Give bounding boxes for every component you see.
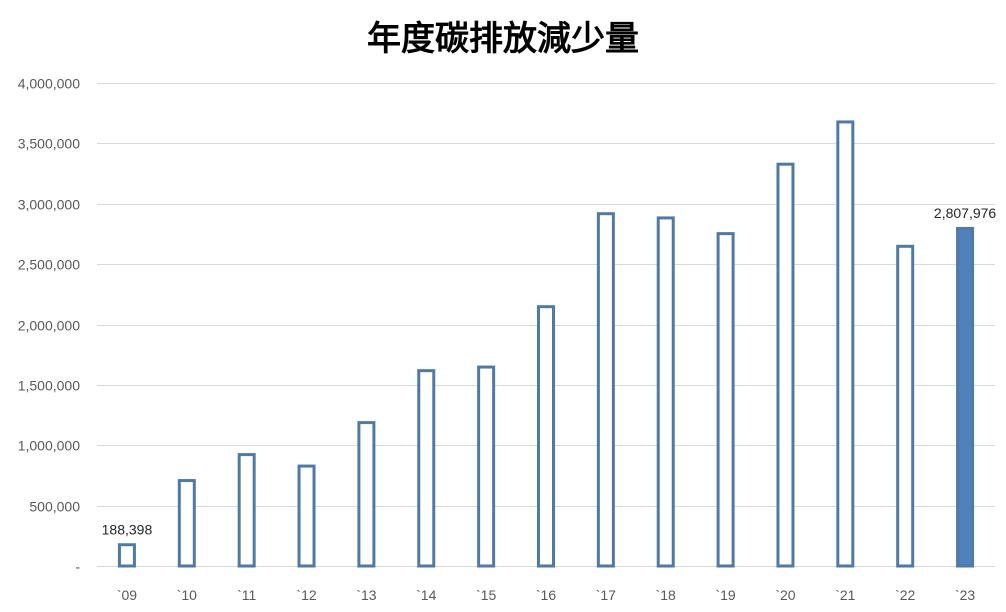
x-tick-label: `17 [596, 587, 616, 603]
bar [297, 464, 316, 568]
data-labels: 188,398 2,807,976 [102, 205, 997, 537]
y-axis-ticks: - 500,000 1,000,000 1,500,000 2,000,000 2,500… [18, 76, 81, 575]
bar [776, 162, 795, 568]
bar [836, 120, 855, 568]
bar [596, 212, 615, 568]
x-tick-label: `19 [715, 587, 735, 603]
y-tick-label: 2,500,000 [18, 257, 80, 273]
bar [896, 244, 915, 568]
bar [477, 365, 496, 568]
y-tick-label: 1,500,000 [18, 378, 80, 394]
y-tick-label: 1,000,000 [18, 438, 80, 454]
y-tick-label: - [75, 559, 80, 575]
chart-title: 年度碳排放減少量 [367, 19, 639, 59]
x-tick-label: `15 [476, 587, 496, 603]
bar [537, 305, 555, 568]
x-tick-label: `14 [416, 587, 436, 603]
x-tick-label: `13 [356, 587, 376, 603]
x-tick-label: `18 [656, 587, 676, 603]
x-tick-label: `11 [237, 587, 256, 603]
bar [357, 421, 376, 568]
x-tick-label: `10 [177, 587, 197, 603]
y-tick-label: 4,000,000 [18, 76, 80, 92]
data-label: 188,398 [102, 521, 153, 537]
bars [117, 120, 975, 568]
x-tick-label: `23 [955, 587, 975, 603]
y-tick-label: 3,000,000 [18, 197, 80, 213]
bar [117, 543, 136, 568]
data-label: 2,807,976 [934, 205, 996, 221]
bar [956, 226, 975, 568]
x-tick-label: `20 [775, 587, 795, 603]
x-tick-label: `09 [117, 587, 137, 603]
x-tick-label: `16 [536, 587, 556, 603]
bar [716, 232, 735, 568]
x-tick-label: `21 [835, 587, 855, 603]
bar [177, 479, 196, 568]
bar [237, 453, 256, 568]
bar [656, 216, 675, 568]
x-axis-ticks: `09 `10 `11 `12 `13 `14 `15 `16 `17 `18 `19 `20 `21 `… [117, 587, 976, 603]
x-tick-label: `12 [296, 587, 316, 603]
y-tick-label: 500,000 [29, 499, 80, 515]
y-tick-label: 2,000,000 [18, 318, 80, 334]
x-tick-label: `22 [895, 587, 915, 603]
bar [417, 369, 436, 568]
y-tick-label: 3,500,000 [18, 136, 80, 152]
